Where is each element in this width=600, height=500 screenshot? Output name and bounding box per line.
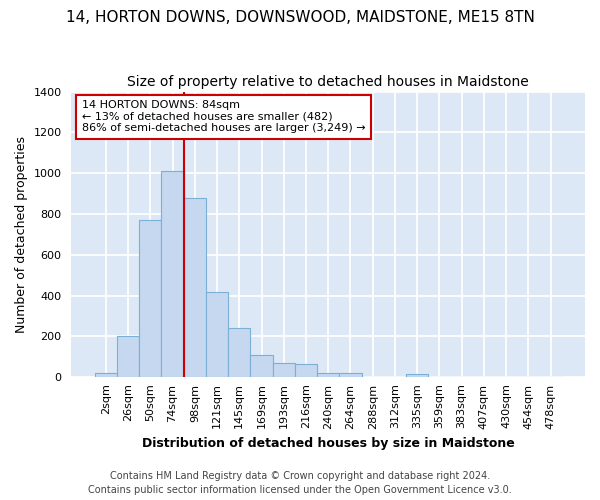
- Bar: [406, 374, 428, 378]
- Bar: [295, 364, 317, 378]
- Title: Size of property relative to detached houses in Maidstone: Size of property relative to detached ho…: [127, 75, 529, 89]
- Bar: [95, 373, 117, 378]
- Bar: [117, 336, 139, 378]
- Bar: [272, 363, 295, 378]
- Bar: [184, 198, 206, 378]
- Y-axis label: Number of detached properties: Number of detached properties: [15, 136, 28, 333]
- Bar: [139, 220, 161, 378]
- Text: 14, HORTON DOWNS, DOWNSWOOD, MAIDSTONE, ME15 8TN: 14, HORTON DOWNS, DOWNSWOOD, MAIDSTONE, …: [65, 10, 535, 25]
- Text: Contains HM Land Registry data © Crown copyright and database right 2024.
Contai: Contains HM Land Registry data © Crown c…: [88, 471, 512, 495]
- Bar: [340, 373, 362, 378]
- Text: 14 HORTON DOWNS: 84sqm
← 13% of detached houses are smaller (482)
86% of semi-de: 14 HORTON DOWNS: 84sqm ← 13% of detached…: [82, 100, 365, 134]
- Bar: [228, 328, 250, 378]
- Bar: [161, 171, 184, 378]
- Bar: [250, 355, 272, 378]
- X-axis label: Distribution of detached houses by size in Maidstone: Distribution of detached houses by size …: [142, 437, 515, 450]
- Bar: [206, 292, 228, 378]
- Bar: [317, 373, 340, 378]
